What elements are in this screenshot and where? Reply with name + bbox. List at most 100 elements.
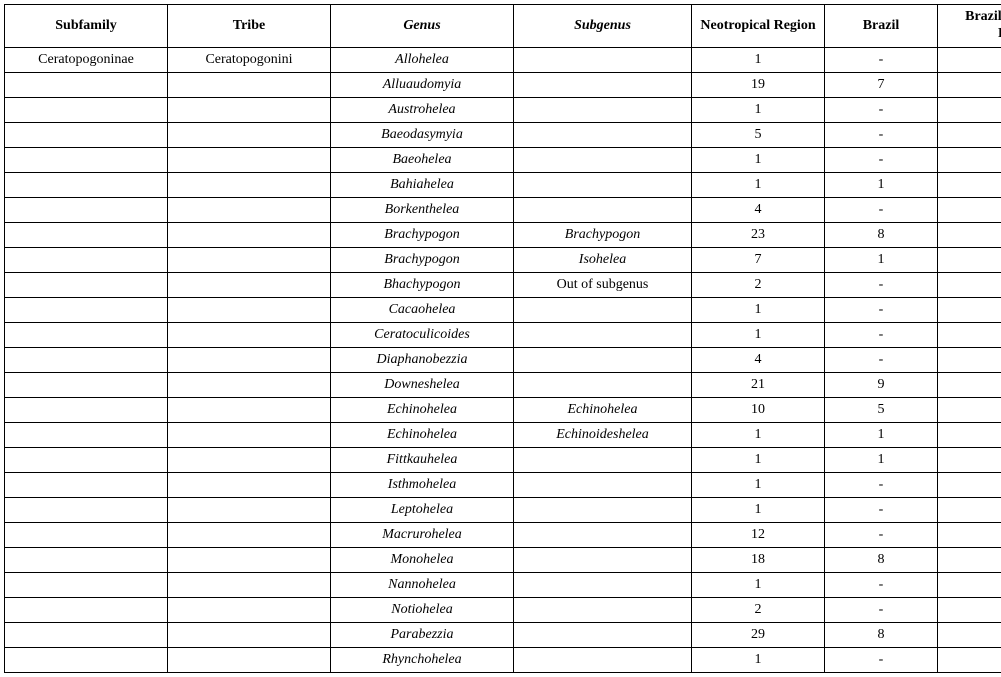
cell-tribe [168, 98, 331, 123]
cell-subfamily [5, 398, 168, 423]
cell-subfamily [5, 573, 168, 598]
cell-tribe [168, 498, 331, 523]
cell-genus: Ceratoculicoides [331, 323, 514, 348]
cell-bar: - [938, 48, 1001, 73]
table-row: Monohelea1882 [5, 548, 1001, 573]
table-row: Borkenthelea4-- [5, 198, 1001, 223]
cell-bar: - [938, 298, 1001, 323]
table-row: Rhynchohelea1-- [5, 648, 1001, 673]
cell-tribe [168, 373, 331, 398]
cell-genus: Rhynchohelea [331, 648, 514, 673]
cell-brazil: - [825, 98, 938, 123]
cell-brazil: - [825, 298, 938, 323]
table-row: Macrurohelea12-- [5, 523, 1001, 548]
cell-neo: 23 [692, 223, 825, 248]
cell-subgenus [514, 473, 692, 498]
table-row: Isthmohelea1-- [5, 473, 1001, 498]
cell-genus: Nannohelea [331, 573, 514, 598]
cell-subfamily [5, 598, 168, 623]
cell-genus: Borkenthelea [331, 198, 514, 223]
col-header-genus: Genus [331, 5, 514, 48]
cell-tribe [168, 123, 331, 148]
table-row: Nannohelea1-- [5, 573, 1001, 598]
cell-subfamily [5, 223, 168, 248]
cell-neo: 1 [692, 173, 825, 198]
cell-subgenus [514, 498, 692, 523]
table-row: Austrohelea1-- [5, 98, 1001, 123]
cell-neo: 1 [692, 498, 825, 523]
col-header-bar: Brazilian Amazon Region [938, 5, 1001, 48]
cell-bar: - [938, 573, 1001, 598]
cell-brazil: 8 [825, 623, 938, 648]
cell-subfamily: Ceratopogoninae [5, 48, 168, 73]
cell-subgenus: Echinohelea [514, 398, 692, 423]
cell-bar: - [938, 148, 1001, 173]
cell-subgenus [514, 98, 692, 123]
cell-neo: 1 [692, 98, 825, 123]
cell-genus: Fittkauhelea [331, 448, 514, 473]
cell-genus: Bahiahelea [331, 173, 514, 198]
cell-genus: Baeohelea [331, 148, 514, 173]
table-body: CeratopogoninaeCeratopogoniniAllohelea1-… [5, 48, 1001, 673]
cell-genus: Leptohelea [331, 498, 514, 523]
cell-genus: Allohelea [331, 48, 514, 73]
cell-subfamily [5, 548, 168, 573]
cell-brazil: - [825, 573, 938, 598]
cell-tribe [168, 348, 331, 373]
cell-bar: - [938, 473, 1001, 498]
cell-bar: - [938, 198, 1001, 223]
cell-neo: 1 [692, 573, 825, 598]
table-row: Ceratoculicoides1-- [5, 323, 1001, 348]
cell-genus: Notiohelea [331, 598, 514, 623]
cell-genus: Downeshelea [331, 373, 514, 398]
cell-neo: 4 [692, 348, 825, 373]
cell-subfamily [5, 173, 168, 198]
cell-tribe [168, 573, 331, 598]
cell-brazil: - [825, 148, 938, 173]
cell-brazil: 7 [825, 73, 938, 98]
cell-genus: Macrurohelea [331, 523, 514, 548]
cell-brazil: - [825, 48, 938, 73]
cell-brazil: - [825, 323, 938, 348]
cell-neo: 1 [692, 473, 825, 498]
cell-bar: - [938, 273, 1001, 298]
cell-subfamily [5, 373, 168, 398]
cell-bar: 2 [938, 623, 1001, 648]
table-row: Diaphanobezzia4-- [5, 348, 1001, 373]
cell-bar: 1 [938, 423, 1001, 448]
cell-tribe [168, 648, 331, 673]
cell-brazil: 1 [825, 448, 938, 473]
cell-brazil: 8 [825, 223, 938, 248]
cell-tribe [168, 398, 331, 423]
cell-subfamily [5, 473, 168, 498]
table-row: BhachypogonOut of subgenus2-- [5, 273, 1001, 298]
cell-bar: 2 [938, 548, 1001, 573]
cell-neo: 1 [692, 148, 825, 173]
cell-subfamily [5, 73, 168, 98]
cell-neo: 2 [692, 273, 825, 298]
cell-bar: 4 [938, 398, 1001, 423]
cell-tribe [168, 323, 331, 348]
cell-subgenus [514, 548, 692, 573]
cell-tribe [168, 198, 331, 223]
cell-neo: 1 [692, 648, 825, 673]
cell-brazil: - [825, 123, 938, 148]
table-row: CeratopogoninaeCeratopogoniniAllohelea1-… [5, 48, 1001, 73]
cell-neo: 4 [692, 198, 825, 223]
cell-subgenus [514, 623, 692, 648]
cell-bar: - [938, 648, 1001, 673]
cell-genus: Parabezzia [331, 623, 514, 648]
species-table: SubfamilyTribeGenusSubgenusNeotropical R… [4, 4, 1001, 673]
table-row: Bahiahelea11- [5, 173, 1001, 198]
cell-genus: Brachypogon [331, 248, 514, 273]
cell-subgenus [514, 598, 692, 623]
cell-neo: 1 [692, 48, 825, 73]
cell-brazil: - [825, 523, 938, 548]
cell-brazil: - [825, 598, 938, 623]
cell-subgenus [514, 523, 692, 548]
cell-tribe [168, 298, 331, 323]
cell-brazil: - [825, 273, 938, 298]
cell-tribe [168, 73, 331, 98]
cell-bar: - [938, 523, 1001, 548]
cell-subgenus: Isohelea [514, 248, 692, 273]
